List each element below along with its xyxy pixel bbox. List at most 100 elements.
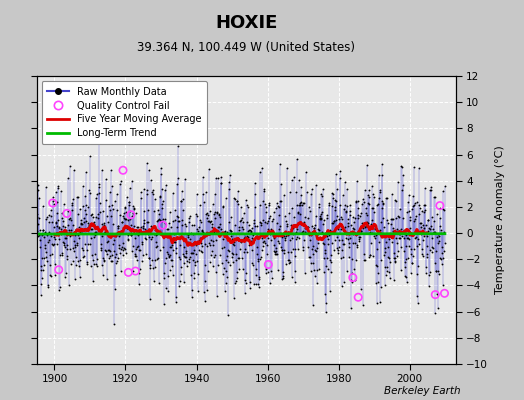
Point bbox=[394, 228, 402, 234]
Point bbox=[62, 253, 71, 259]
Point bbox=[86, 190, 94, 196]
Point bbox=[136, 265, 144, 272]
Point bbox=[387, 216, 395, 223]
Point bbox=[254, 280, 263, 287]
Point bbox=[348, 274, 357, 281]
Point bbox=[90, 261, 98, 267]
Point bbox=[49, 200, 57, 206]
Point bbox=[403, 209, 411, 216]
Point bbox=[338, 237, 346, 243]
Point bbox=[267, 230, 275, 236]
Point bbox=[38, 232, 46, 238]
Point bbox=[291, 189, 300, 196]
Point bbox=[266, 230, 274, 237]
Point bbox=[200, 277, 209, 284]
Point bbox=[340, 279, 348, 286]
Point bbox=[100, 220, 108, 226]
Point bbox=[210, 211, 219, 218]
Point bbox=[246, 229, 255, 236]
Point bbox=[235, 227, 243, 233]
Point bbox=[180, 244, 188, 250]
Point bbox=[203, 287, 211, 293]
Point bbox=[304, 223, 312, 230]
Point bbox=[304, 232, 313, 238]
Point bbox=[154, 207, 162, 214]
Point bbox=[106, 253, 114, 260]
Point bbox=[438, 260, 446, 267]
Point bbox=[407, 270, 416, 276]
Point bbox=[37, 292, 45, 298]
Point bbox=[376, 189, 385, 195]
Point bbox=[190, 247, 199, 254]
Point bbox=[63, 256, 71, 262]
Point bbox=[318, 209, 326, 215]
Point bbox=[154, 231, 162, 237]
Point bbox=[49, 241, 58, 248]
Point bbox=[370, 209, 378, 216]
Point bbox=[102, 176, 110, 182]
Point bbox=[363, 162, 372, 168]
Point bbox=[272, 251, 280, 257]
Point bbox=[95, 200, 104, 206]
Point bbox=[351, 215, 359, 221]
Point bbox=[182, 254, 191, 260]
Point bbox=[127, 231, 135, 238]
Point bbox=[101, 247, 109, 253]
Point bbox=[268, 231, 277, 238]
Point bbox=[32, 214, 41, 221]
Point bbox=[71, 242, 80, 248]
Point bbox=[389, 228, 398, 235]
Point bbox=[37, 263, 45, 270]
Point bbox=[182, 262, 191, 269]
Point bbox=[311, 273, 319, 280]
Point bbox=[322, 232, 331, 239]
Point bbox=[83, 259, 91, 266]
Point bbox=[369, 222, 378, 228]
Point bbox=[144, 207, 152, 213]
Point bbox=[292, 234, 301, 240]
Point bbox=[138, 241, 147, 248]
Point bbox=[149, 191, 157, 197]
Point bbox=[151, 238, 160, 245]
Point bbox=[159, 270, 168, 276]
Point bbox=[414, 262, 422, 269]
Point bbox=[313, 231, 322, 237]
Point bbox=[278, 276, 287, 282]
Point bbox=[337, 283, 346, 289]
Point bbox=[217, 180, 225, 187]
Point bbox=[400, 235, 408, 242]
Point bbox=[135, 270, 143, 276]
Point bbox=[106, 206, 115, 213]
Point bbox=[296, 202, 304, 208]
Point bbox=[62, 235, 70, 242]
Point bbox=[46, 251, 54, 258]
Point bbox=[407, 232, 415, 239]
Point bbox=[46, 272, 54, 278]
Point bbox=[102, 196, 111, 203]
Point bbox=[144, 230, 152, 237]
Point bbox=[215, 213, 224, 220]
Point bbox=[426, 226, 434, 232]
Point bbox=[222, 256, 231, 263]
Point bbox=[239, 234, 248, 241]
Point bbox=[107, 166, 115, 173]
Point bbox=[96, 209, 104, 215]
Point bbox=[432, 248, 440, 254]
Point bbox=[114, 223, 123, 230]
Point bbox=[170, 217, 179, 223]
Point bbox=[136, 247, 144, 253]
Point bbox=[230, 238, 238, 245]
Point bbox=[367, 225, 375, 231]
Point bbox=[177, 264, 185, 270]
Point bbox=[317, 190, 325, 197]
Point bbox=[255, 276, 264, 283]
Point bbox=[354, 198, 363, 204]
Point bbox=[194, 271, 202, 278]
Point bbox=[411, 216, 419, 222]
Point bbox=[363, 218, 371, 225]
Point bbox=[172, 213, 181, 219]
Point bbox=[202, 189, 210, 196]
Point bbox=[98, 221, 106, 227]
Point bbox=[365, 254, 373, 260]
Point bbox=[102, 247, 110, 254]
